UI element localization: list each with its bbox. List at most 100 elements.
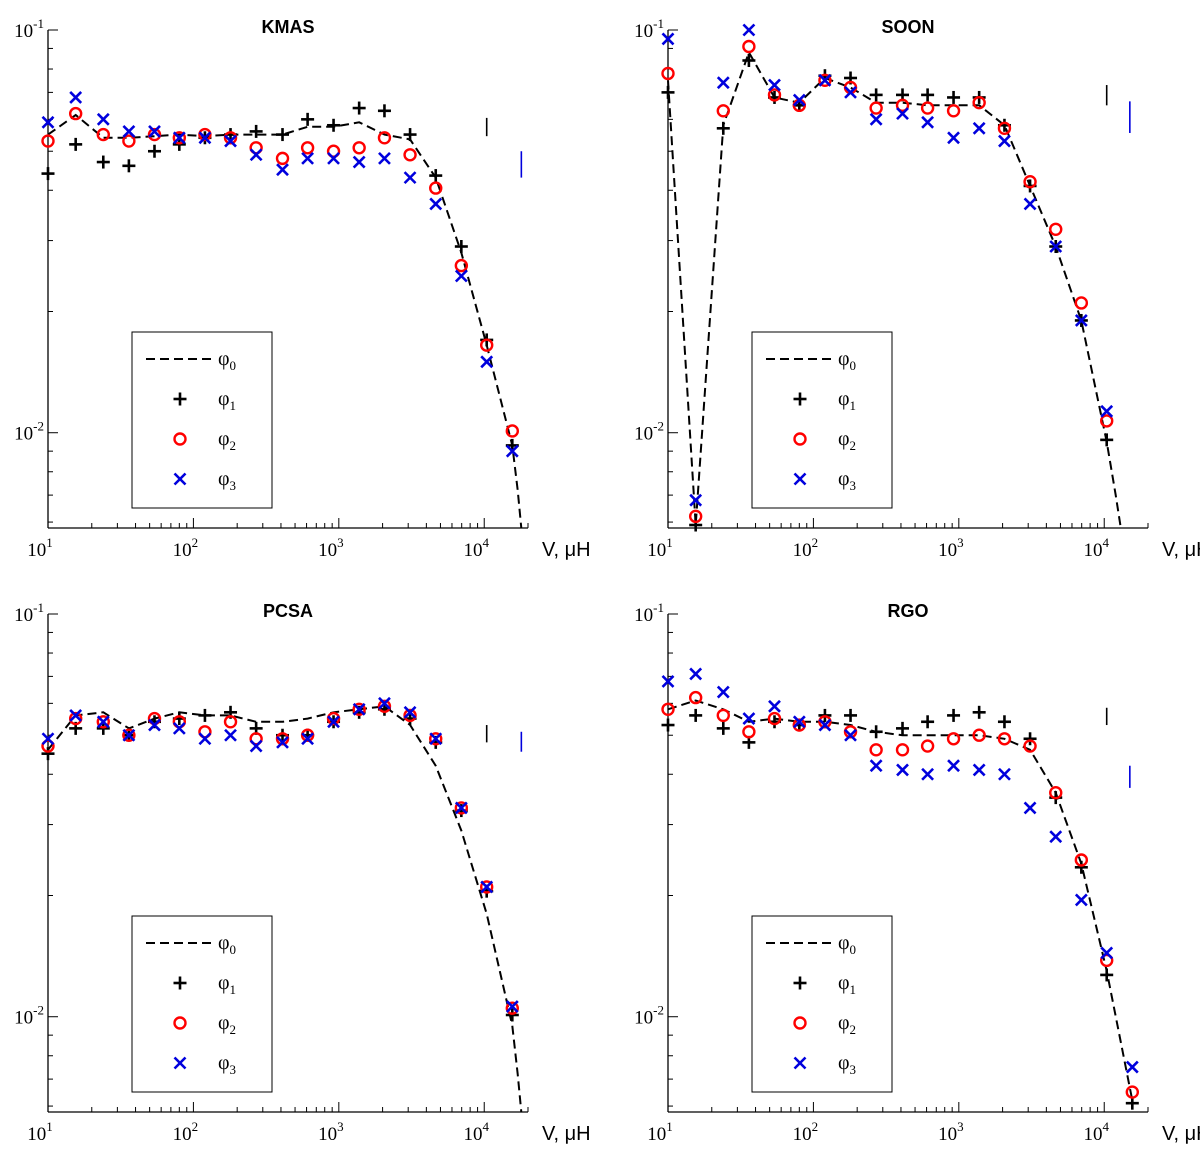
- x-tick-label: 101: [647, 1119, 673, 1145]
- legend: φ0 φ1 φ2 φ3: [751, 331, 893, 509]
- legend-swatch-phi2: [173, 1016, 187, 1030]
- data-point-phi3: [1100, 404, 1114, 418]
- legend-swatch-phi3: [793, 472, 807, 486]
- data-point-phi1: [1100, 968, 1114, 982]
- data-point-phi3: [742, 712, 756, 725]
- data-point-phi3: [1049, 830, 1063, 844]
- data-point-phi3: [454, 269, 468, 283]
- legend-swatch-phi2: [793, 1016, 807, 1030]
- data-point-phi1: [1100, 433, 1114, 447]
- data-point-phi3: [896, 107, 909, 121]
- legend-label-phi3: φ3: [838, 1052, 856, 1077]
- series-line-phi0: [47, 113, 523, 529]
- data-point-phi2: [895, 743, 910, 757]
- legend-swatch-phi2: [793, 432, 807, 446]
- data-point-phi1: [972, 705, 986, 719]
- data-point-phi3: [224, 134, 237, 148]
- data-point-phi3: [148, 718, 161, 732]
- series-line-phi0: [47, 705, 523, 1113]
- data-point-phi3: [716, 76, 730, 90]
- data-point-phi1: [377, 104, 391, 118]
- data-point-phi3: [41, 732, 55, 746]
- data-point-phi3: [327, 715, 340, 729]
- y-tick-label: 10-2: [634, 419, 664, 445]
- data-point-phi2: [792, 718, 807, 732]
- data-point-phi1: [429, 169, 443, 183]
- data-point-phi3: [403, 705, 417, 719]
- data-point-phi3: [792, 715, 806, 729]
- data-point-phi3: [1049, 240, 1063, 253]
- data-point-phi2: [997, 121, 1012, 136]
- x-tick-label: 103: [318, 535, 344, 561]
- data-point-phi3: [921, 115, 935, 129]
- chart-title: RGO: [887, 601, 928, 621]
- data-point-phi2: [480, 880, 494, 894]
- panel-soon: SOON 101 102 103 104 10-1 10-2 V, μH φ0 φ1 φ2 φ3: [634, 16, 1200, 561]
- data-point-phi2: [68, 106, 83, 121]
- data-point-phi2: [68, 711, 83, 726]
- chart-title: SOON: [881, 17, 934, 37]
- data-point-phi3: [947, 131, 960, 145]
- data-point-phi1: [921, 88, 935, 102]
- legend-label-phi2: φ2: [218, 428, 236, 453]
- legend-label-phi2: φ2: [838, 428, 856, 453]
- data-point-phi3: [1023, 197, 1037, 211]
- data-point-phi3: [818, 718, 832, 732]
- legend-swatch-phi3: [173, 1056, 187, 1070]
- data-point-phi1: [947, 708, 961, 722]
- x-tick-label: 102: [173, 535, 199, 561]
- x-tick-label: 102: [173, 1119, 199, 1145]
- data-point-phi1: [505, 1008, 519, 1022]
- data-point-phi2: [96, 127, 110, 142]
- data-point-phi3: [352, 702, 366, 716]
- data-point-phi2: [454, 801, 469, 815]
- y-tick-label: 10-1: [634, 16, 664, 42]
- data-point-phi2: [96, 715, 110, 729]
- data-point-phi3: [378, 696, 391, 710]
- data-point-phi2: [480, 338, 494, 352]
- legend-label-phi3: φ3: [838, 468, 856, 493]
- data-point-phi3: [1074, 314, 1088, 327]
- data-point-phi3: [454, 801, 468, 815]
- x-tick-label: 102: [793, 535, 819, 561]
- legend-swatch-phi1: [793, 976, 807, 990]
- legend-label-phi2: φ2: [838, 1012, 856, 1037]
- data-point-phi1: [403, 128, 417, 142]
- data-point-phi2: [122, 728, 136, 742]
- data-point-phi3: [998, 767, 1011, 781]
- data-point-phi3: [69, 91, 83, 104]
- data-point-phi3: [378, 151, 391, 165]
- data-point-phi2: [716, 104, 730, 118]
- data-point-phi2: [429, 732, 443, 746]
- data-point-phi3: [972, 121, 986, 135]
- data-point-phi1: [689, 708, 703, 722]
- series-line-phi0: [667, 699, 1134, 1101]
- data-point-phi2: [716, 708, 730, 723]
- data-point-phi3: [661, 675, 675, 688]
- data-point-phi2: [403, 708, 417, 723]
- data-point-phi2: [505, 1001, 520, 1015]
- data-point-phi3: [1074, 893, 1088, 907]
- data-point-phi3: [869, 112, 883, 126]
- data-point-phi3: [480, 355, 494, 369]
- data-point-phi3: [689, 667, 703, 681]
- data-point-phi2: [1074, 853, 1089, 867]
- data-point-phi3: [96, 715, 110, 729]
- legend-label-phi1: φ1: [218, 388, 236, 413]
- data-point-phi1: [352, 101, 366, 115]
- legend-box: [131, 331, 273, 509]
- data-point-phi1: [661, 718, 675, 732]
- data-point-phi3: [972, 763, 986, 777]
- panel-rgo: RGO 101 102 103 104 10-1 10-2 V, μH φ0 φ1 φ2 φ3: [634, 600, 1200, 1145]
- data-point-phi3: [69, 708, 83, 722]
- chart-title: KMAS: [262, 17, 315, 37]
- series-line-phi0: [667, 49, 1122, 529]
- x-tick-label: 103: [938, 535, 964, 561]
- y-tick-label: 10-2: [14, 1003, 44, 1029]
- data-point-phi2: [377, 131, 392, 145]
- data-point-phi3: [818, 73, 832, 87]
- data-point-phi3: [276, 735, 289, 749]
- legend-label-phi1: φ1: [838, 972, 856, 997]
- data-point-phi2: [818, 715, 832, 729]
- data-point-phi3: [429, 197, 443, 211]
